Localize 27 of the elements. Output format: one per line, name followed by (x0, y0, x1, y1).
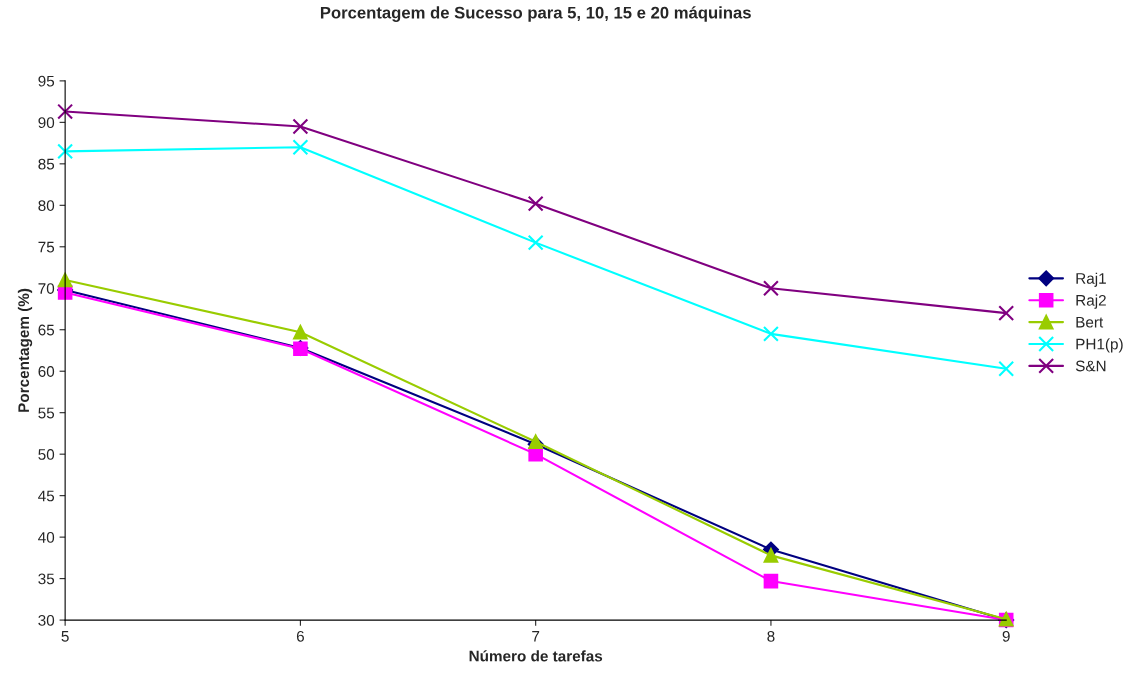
y-tick-label: 45 (38, 490, 55, 502)
legend-label: Raj1 (1076, 272, 1106, 287)
y-tick-label: 30 (38, 614, 55, 626)
chart-title: Porcentagem de Sucesso para 5, 10, 15 e 20 máquinas (320, 6, 751, 22)
y-axis-title: Porcentagem (%) (17, 288, 33, 412)
x-axis-title: Número de tarefas (469, 650, 603, 662)
legend-label: PH1(p) (1076, 338, 1123, 353)
y-tick-label: 95 (38, 75, 55, 87)
y-tick-label: 40 (38, 531, 55, 543)
x-tick-label: 6 (296, 630, 304, 642)
legend-label: S&N (1075, 360, 1106, 372)
y-tick-label: 55 (38, 407, 55, 419)
y-tick-label: 65 (38, 324, 55, 336)
x-tick-label: 7 (532, 631, 540, 642)
legend-label: Bert (1076, 316, 1104, 328)
y-tick-label: 60 (38, 366, 55, 377)
y-tick-label: 80 (38, 200, 55, 211)
x-tick-label: 8 (767, 630, 775, 642)
y-tick-label: 50 (38, 449, 55, 460)
y-tick-label: 70 (38, 283, 55, 294)
legend-label: Raj2 (1076, 294, 1106, 309)
x-tick-label: 5 (61, 631, 69, 642)
y-tick-label: 90 (38, 117, 55, 129)
y-tick-label: 75 (38, 241, 55, 253)
y-tick-label: 35 (38, 573, 55, 585)
y-tick-label: 85 (38, 158, 55, 170)
x-tick-label: 9 (1002, 630, 1010, 642)
